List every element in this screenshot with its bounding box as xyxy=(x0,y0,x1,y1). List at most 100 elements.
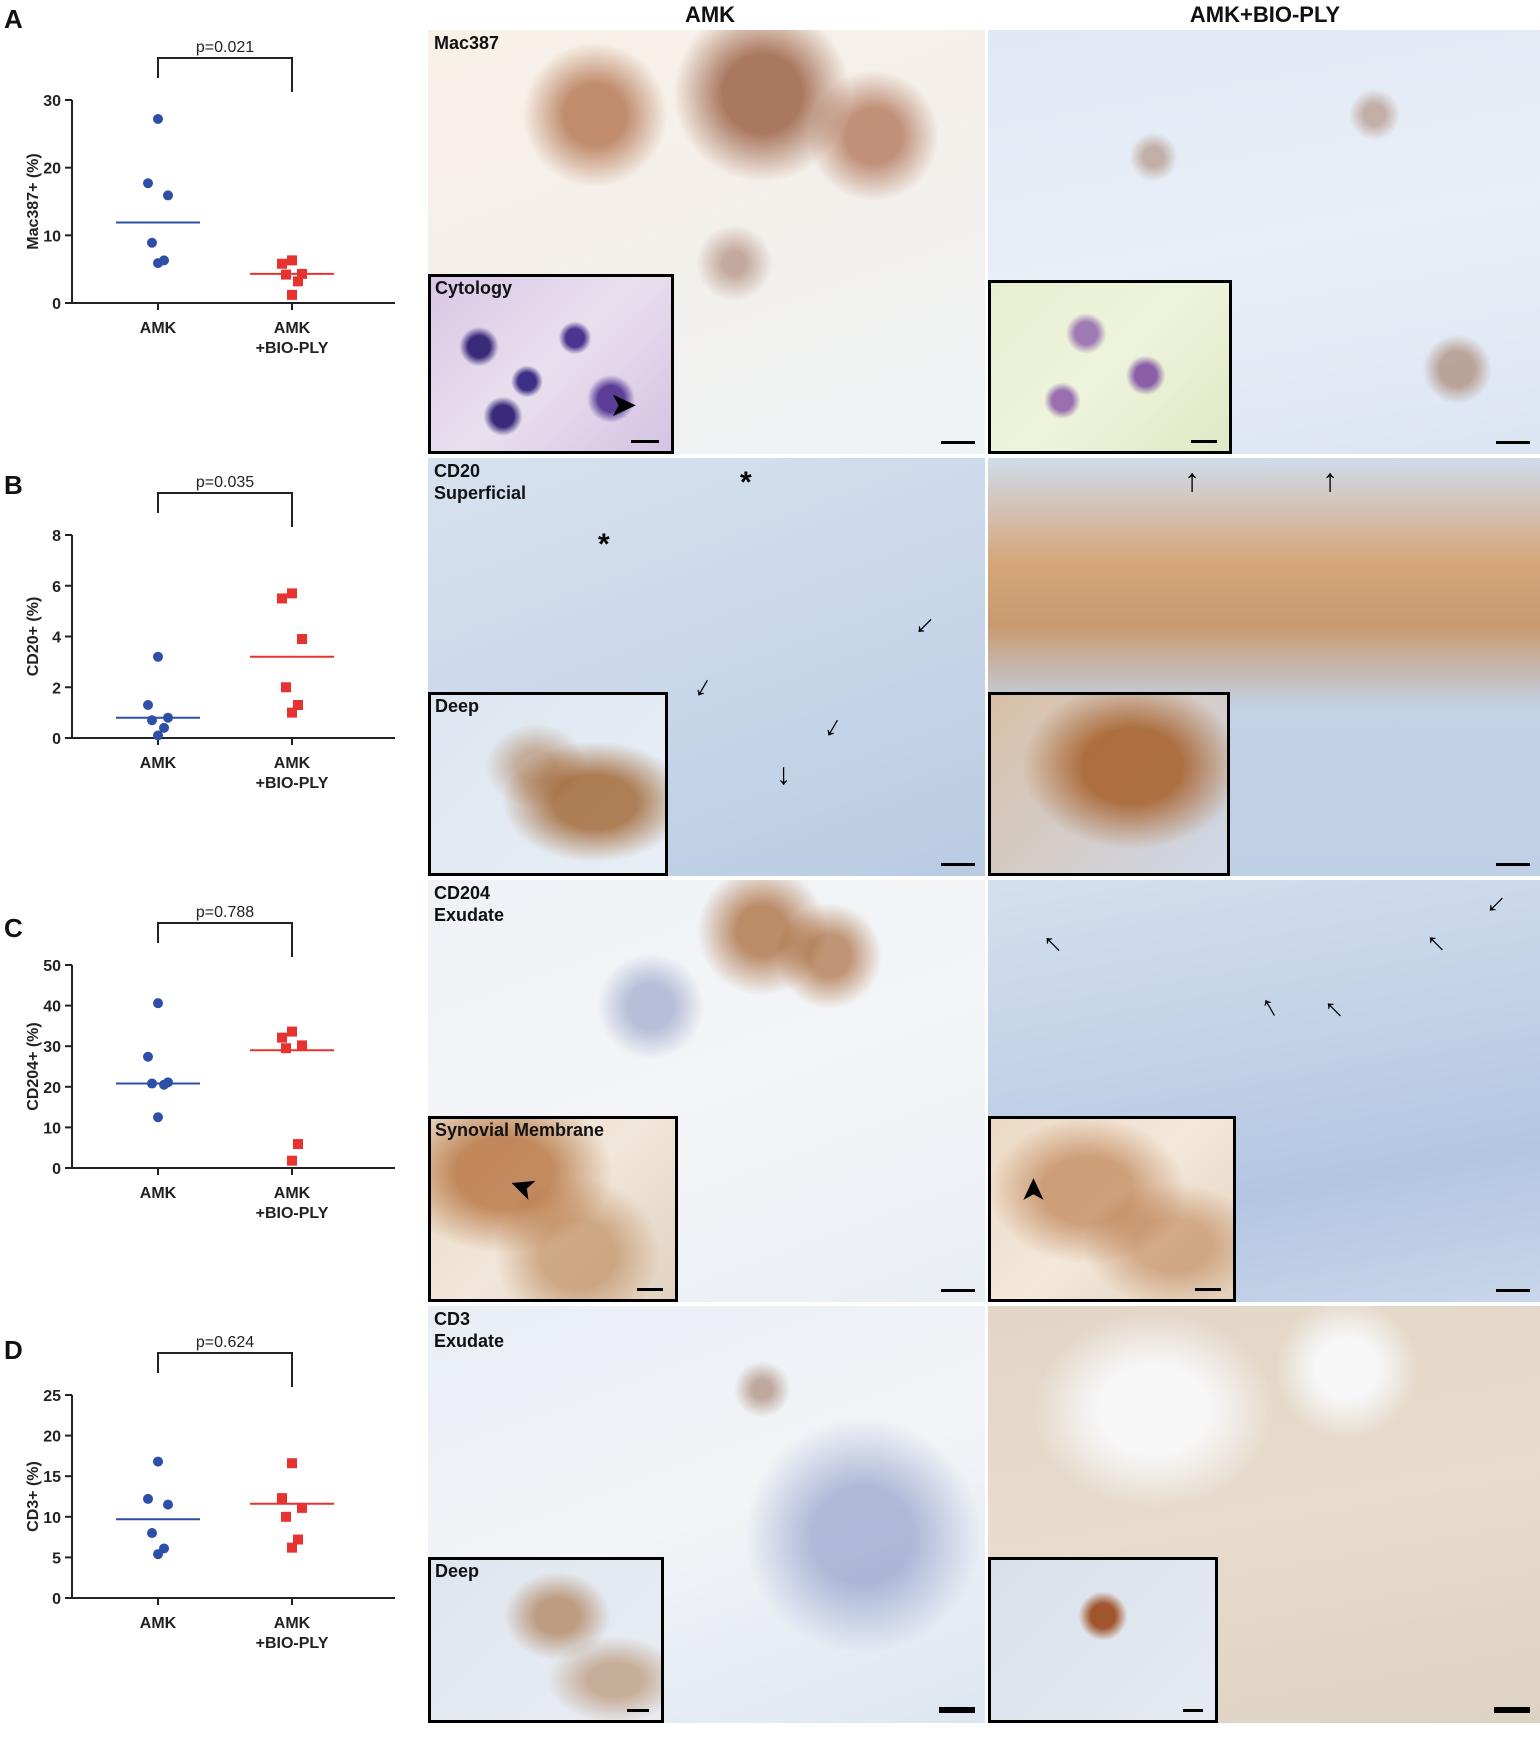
data-point xyxy=(293,1139,303,1150)
stain-name: CD204 xyxy=(434,883,491,903)
data-point xyxy=(297,1040,307,1051)
p-value-label: p=0.021 xyxy=(196,40,254,56)
scale-bar xyxy=(941,441,975,444)
category-label-line: AMK xyxy=(140,755,177,772)
data-point xyxy=(153,730,163,741)
data-point xyxy=(297,634,307,645)
category-label: AMK +BIO-PLY xyxy=(256,755,329,792)
data-point xyxy=(277,593,287,604)
data-point xyxy=(277,258,287,269)
significance-bracket xyxy=(157,922,293,957)
micrograph-bio-mac387 xyxy=(988,30,1540,454)
category-label-line: +BIO-PLY xyxy=(256,1635,329,1652)
y-axis-label: CD20+ (%) xyxy=(25,597,42,677)
y-tick-label: 30 xyxy=(43,1039,61,1056)
scale-bar xyxy=(637,1288,663,1291)
y-tick-label: 20 xyxy=(43,1080,61,1097)
data-point xyxy=(153,258,163,269)
arrow-icon: ↑ xyxy=(1322,462,1338,498)
scale-bar xyxy=(1496,1289,1530,1292)
y-axis-label: CD3+ (%) xyxy=(25,1461,42,1532)
data-point xyxy=(153,1549,163,1560)
category-label: AMK xyxy=(140,1185,177,1202)
arrowhead-icon: ➤ xyxy=(609,386,638,424)
data-point xyxy=(281,1511,291,1522)
stain-label-cd20: CD20 Superficial xyxy=(434,460,526,504)
chart-svg-cd204: 0 10 20 30 40 50 CD204+ (%) AMK AMK +BIO-PLY p=0.7… xyxy=(25,905,395,1222)
y-tick-label: 30 xyxy=(43,93,61,110)
inset-label-synovial-membrane: Synovial Membrane xyxy=(435,1120,605,1140)
data-point xyxy=(153,651,163,662)
category-label-line: +BIO-PLY xyxy=(256,340,329,357)
category-label-line: +BIO-PLY xyxy=(256,1205,329,1222)
y-axis-label: Mac387+ (%) xyxy=(25,153,42,250)
category-label-line: AMK xyxy=(274,755,311,772)
data-point xyxy=(287,1026,297,1037)
scale-bar xyxy=(631,440,659,443)
column-header-amk: AMK xyxy=(684,2,736,27)
data-point xyxy=(147,237,157,248)
y-tick-label: 0 xyxy=(52,1591,61,1608)
data-point xyxy=(153,1456,163,1467)
region-name: Exudate xyxy=(434,905,505,925)
chart-cd204: 0 10 20 30 40 50 CD204+ (%) AMK AMK +BIO-PLY p=0.7… xyxy=(0,905,430,1325)
y-tick-label: 0 xyxy=(52,1161,61,1178)
scale-bar xyxy=(941,863,975,866)
y-tick-label: 25 xyxy=(43,1388,61,1405)
category-label: AMK xyxy=(140,320,177,337)
micrograph-bio-cd20: ↑ ↑ xyxy=(988,458,1540,876)
data-point xyxy=(143,1493,153,1504)
category-label-line: AMK xyxy=(274,320,311,337)
data-point xyxy=(153,998,163,1009)
data-point xyxy=(293,1534,303,1545)
scale-bar xyxy=(1191,440,1217,443)
data-point xyxy=(143,178,153,189)
data-point xyxy=(143,1051,153,1062)
data-point xyxy=(287,255,297,266)
y-tick-label: 50 xyxy=(43,958,61,975)
significance-bracket xyxy=(157,57,293,92)
y-tick-label: 6 xyxy=(52,579,61,596)
inset-label-cytology: Cytology xyxy=(435,278,513,298)
category-label-line: AMK xyxy=(274,1615,311,1632)
scale-bar xyxy=(939,1707,975,1713)
chart-svg-cd20: 0 2 4 6 8 CD20+ (%) AMK AMK +BIO-PLY p=0.035 xyxy=(25,475,395,792)
panel-letter-b: B xyxy=(4,470,23,500)
significance-bracket xyxy=(157,492,293,527)
panel-letter-d: D xyxy=(4,1335,23,1365)
data-point xyxy=(287,1542,297,1553)
panel-letter-a: A xyxy=(4,4,23,34)
chart-mac387: 0 10 20 30 Mac387+ (%) AMK AMK +BIO-PLY p=0.021 xyxy=(0,40,430,460)
scale-bar xyxy=(1496,863,1530,866)
p-value-label: p=0.788 xyxy=(196,905,254,921)
data-point xyxy=(147,1528,157,1539)
scale-bar xyxy=(627,1709,649,1712)
category-label: AMK +BIO-PLY xyxy=(256,1615,329,1652)
data-point xyxy=(287,1458,297,1469)
y-tick-label: 10 xyxy=(43,1120,61,1137)
chart-svg-cd3: 0 5 10 15 20 25 CD3+ (%) AMK AMK +BIO-PLY p=0.624 xyxy=(25,1335,395,1652)
column-header-amk-bio-ply: AMK+BIO-PLY xyxy=(1189,2,1341,27)
inset-cytology-bio xyxy=(988,280,1232,454)
data-point xyxy=(287,1155,297,1166)
category-label: AMK +BIO-PLY xyxy=(256,1185,329,1222)
micrograph-bio-cd3 xyxy=(988,1306,1540,1723)
micrograph-amk-cd20: CD20 Superficial * * ↓ ↓ ↓ ↓ Deep xyxy=(428,458,985,876)
arrowhead-icon: ➤ xyxy=(1014,1176,1051,1204)
scale-bar xyxy=(1195,1288,1221,1291)
category-label-line: AMK xyxy=(140,320,177,337)
region-name: Superficial xyxy=(434,483,527,503)
data-point xyxy=(281,1043,291,1054)
data-point xyxy=(163,190,173,201)
scale-bar xyxy=(1496,441,1530,444)
category-label: AMK xyxy=(140,1615,177,1632)
data-point xyxy=(281,682,291,693)
y-tick-label: 20 xyxy=(43,161,61,178)
category-label-line: AMK xyxy=(140,1615,177,1632)
category-label-line: AMK xyxy=(274,1185,311,1202)
panel-letter-c: C xyxy=(4,913,23,943)
inset-deep: Deep xyxy=(428,692,668,876)
category-label-line: +BIO-PLY xyxy=(256,775,329,792)
stain-label-mac387: Mac387 xyxy=(434,33,500,53)
y-tick-label: 10 xyxy=(43,1510,61,1527)
